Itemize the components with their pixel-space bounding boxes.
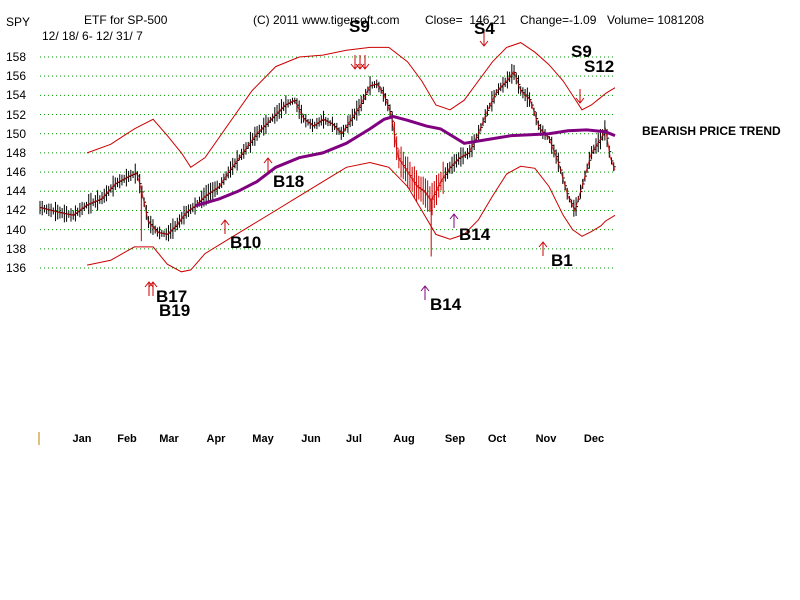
moving-average	[195, 114, 616, 208]
signal-arrowhead	[360, 63, 370, 70]
buy-signal-label: B17	[156, 287, 188, 306]
buy-signal-label: B14	[459, 225, 491, 244]
signal-arrowhead	[479, 40, 489, 47]
month-label: Aug	[393, 433, 415, 445]
copyright: (C) 2011 www.tigersoft.com	[253, 13, 400, 27]
grid-lines	[40, 56, 615, 269]
signal-arrowhead	[220, 219, 230, 226]
signal-arrowhead	[263, 157, 273, 164]
y-tick-label: 136	[6, 261, 27, 275]
signal-arrowhead	[148, 281, 158, 288]
month-label: Jul	[346, 433, 362, 445]
month-label: Jun	[301, 433, 321, 445]
buy-signal-label: B10	[230, 233, 262, 252]
month-label: Sep	[444, 433, 466, 445]
y-tick-label: 150	[6, 126, 27, 141]
y-tick-label: 138	[6, 241, 27, 256]
y-tick-label: 154	[6, 88, 27, 103]
chart-title: ETF for SP-500	[84, 13, 168, 27]
signal-arrowhead	[538, 241, 548, 248]
trend-label: BEARISH PRICE TREND	[642, 124, 781, 138]
bollinger-bands	[39, 42, 616, 273]
date-range: 12/ 18/ 6- 12/ 31/ 7	[42, 29, 143, 43]
y-tick-label: 152	[6, 107, 27, 122]
month-label: Mar	[159, 433, 179, 445]
sell-signal-label: S12	[584, 57, 615, 76]
ma-line	[195, 114, 616, 208]
signal-arrowhead	[449, 213, 459, 220]
volume-value: Volume= 1081208	[607, 13, 705, 27]
sell-signal-label: S9	[349, 17, 370, 36]
month-label: Jan	[72, 433, 92, 445]
signal-arrowhead	[420, 285, 430, 292]
month-label: Dec	[583, 433, 605, 445]
change-value: Change=-1.09	[520, 13, 597, 27]
buy-signal-label: B1	[551, 251, 573, 270]
signal-arrows	[144, 32, 585, 300]
month-label: Apr	[206, 433, 226, 445]
buy-signal-label: B14	[430, 295, 462, 314]
y-tick-label: 158	[6, 50, 27, 64]
month-label: Feb	[117, 433, 137, 445]
lower-band	[87, 161, 616, 273]
price-smooth	[39, 70, 616, 235]
y-tick-label: 148	[6, 145, 27, 160]
month-label: May	[252, 433, 274, 445]
signal-arrowhead	[144, 281, 154, 288]
y-tick-label: 140	[6, 222, 27, 237]
price-bars	[39, 64, 616, 257]
y-tick-label: 142	[6, 203, 27, 218]
sell-signal-label: S9	[571, 42, 592, 61]
signal-arrowhead	[575, 97, 585, 104]
close-value: Close= 146.21	[425, 13, 507, 27]
sell-signal-label: S4	[474, 19, 495, 38]
y-tick-label: 156	[6, 69, 27, 84]
buy-signal-label: B18	[273, 172, 305, 191]
y-tick-label: 146	[6, 165, 27, 180]
buy-signal-label: B19	[159, 301, 191, 320]
upper-band	[86, 42, 616, 168]
y-tick-label: 144	[6, 184, 27, 199]
month-label: Oct	[487, 433, 507, 445]
month-label: Nov	[535, 433, 557, 445]
symbol-label: SPY	[6, 15, 31, 29]
